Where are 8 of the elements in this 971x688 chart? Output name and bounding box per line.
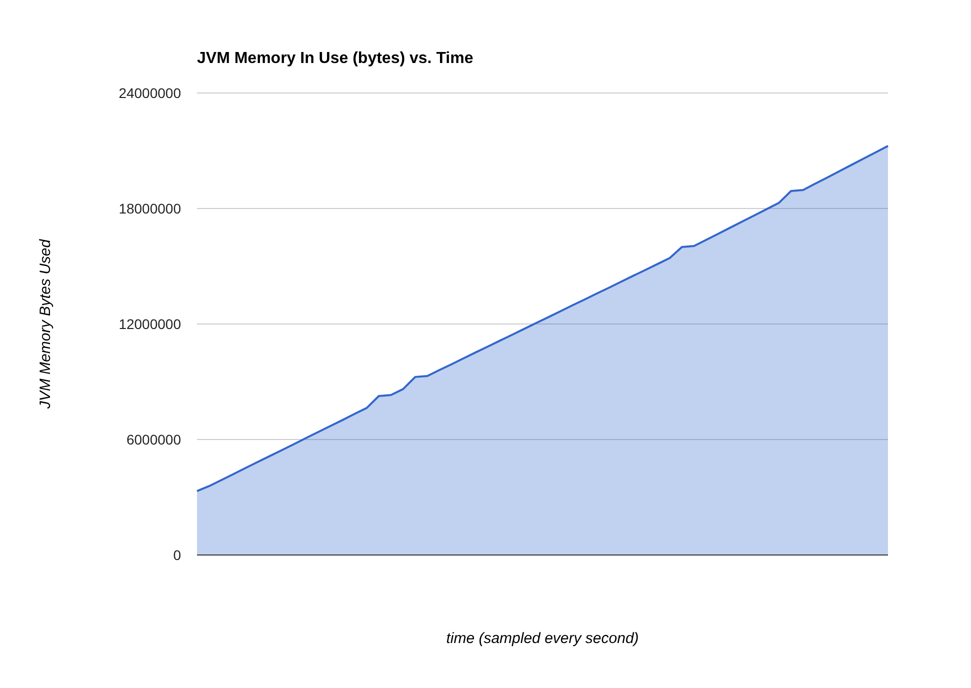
chart-title: JVM Memory In Use (bytes) vs. Time bbox=[197, 50, 474, 67]
y-tick-label: 12000000 bbox=[118, 316, 182, 332]
y-tick-label: 24000000 bbox=[118, 84, 182, 101]
x-axis-title: time (sampled every second) bbox=[446, 630, 639, 647]
y-tick-label: 6000000 bbox=[126, 431, 182, 448]
y-tick-label: 0 bbox=[173, 546, 182, 563]
y-tick-label: 18000000 bbox=[118, 200, 182, 216]
y-axis-title: JVM Memory Bytes Used bbox=[37, 238, 54, 410]
